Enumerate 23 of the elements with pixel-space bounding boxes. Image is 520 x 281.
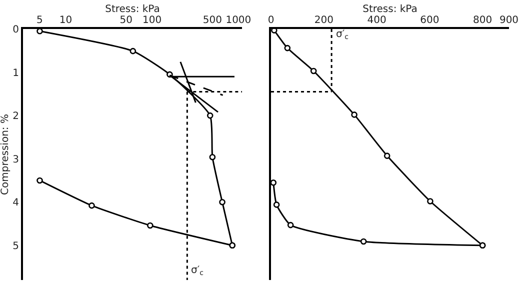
annotation: σ′$_{c}$ — [336, 29, 349, 42]
x-axis-title: Stress: kPa — [105, 4, 160, 15]
y-tick-label: 1 — [12, 68, 19, 79]
x-tick-label: 600 — [420, 15, 440, 26]
y-tick-label: 0 — [12, 24, 19, 36]
x-tick-label: 500 — [202, 15, 222, 26]
x-tick-label: 200 — [314, 15, 334, 26]
y-axis-title: Compression: % — [0, 114, 12, 195]
x-tick-label: 50 — [120, 15, 132, 26]
x-tick-label: 900 — [499, 15, 519, 26]
x-tick-label: 10 — [59, 15, 72, 26]
annotation: σ′$_{c}$ — [191, 265, 204, 278]
x-tick-label: 0 — [268, 15, 274, 26]
x-tick-label: 5 — [36, 15, 43, 26]
y-tick-label: 4 — [12, 198, 19, 209]
y-tick-label: 5 — [12, 240, 19, 252]
y-tick-label: 3 — [12, 154, 19, 166]
x-tick-label: 400 — [367, 15, 386, 26]
x-tick-label: 800 — [473, 15, 492, 26]
x-tick-label: 1000 — [226, 15, 252, 26]
y-tick-label: 2 — [12, 111, 19, 122]
x-tick-label: 100 — [142, 15, 162, 26]
x-axis-title: Stress: kPa — [362, 4, 418, 15]
